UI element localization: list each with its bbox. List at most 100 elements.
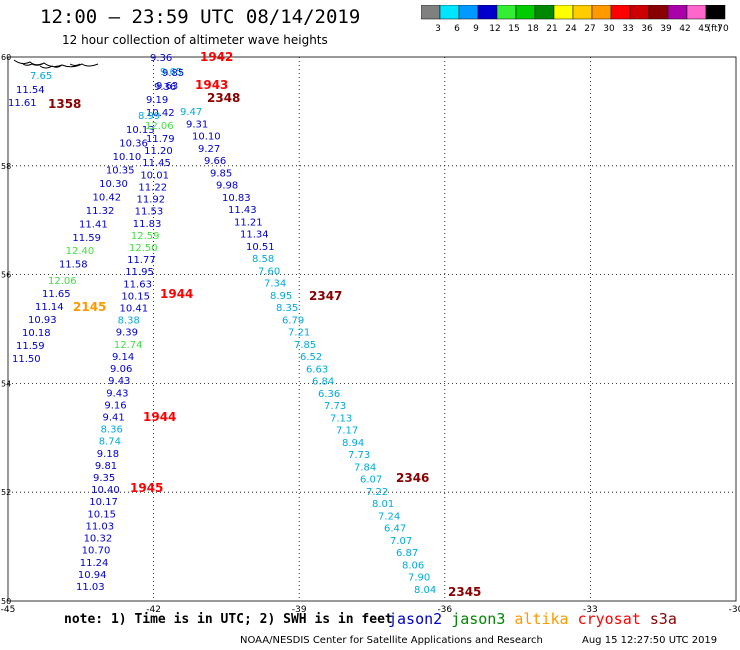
swh-label: 12.59 — [131, 231, 160, 242]
swh-label: 9.31 — [186, 119, 208, 130]
legend-swatch — [705, 5, 726, 20]
swh-label: 10.15 — [87, 509, 116, 520]
lon-tick-label: -42 — [146, 605, 161, 615]
lat-tick-label: 60 — [1, 53, 11, 62]
legend-bin-label: 3 — [435, 24, 441, 34]
lat-tick-label: 56 — [1, 271, 11, 280]
legend-bin-label: 45 — [698, 24, 709, 34]
legend-bin-label: 33 — [622, 24, 633, 34]
swh-label: 7.85 — [294, 340, 316, 351]
swh-label: 8.95 — [270, 291, 292, 302]
swh-label: 10.01 — [140, 170, 169, 181]
swh-label: 11.59 — [16, 341, 45, 352]
swh-label: 11.24 — [80, 558, 109, 569]
lat-tick-label: 54 — [1, 379, 11, 388]
pass-time-label: 1945 — [130, 481, 163, 495]
credit-line: NOAA/NESDIS Center for Satellite Applica… — [240, 635, 543, 646]
swh-label: 6.52 — [300, 352, 322, 363]
swh-label: 11.22 — [138, 182, 167, 193]
map-frame — [7, 56, 737, 602]
swh-label: 9.36 — [154, 82, 176, 93]
swh-label: 11.03 — [76, 582, 105, 593]
swh-label: 11.54 — [16, 85, 45, 96]
swh-label: 7.24 — [378, 511, 400, 522]
swh-label: 11.41 — [79, 219, 108, 230]
swh-label: 10.17 — [89, 497, 118, 508]
swh-label: 6.47 — [384, 524, 406, 535]
pass-time-label: 1942 — [200, 50, 233, 64]
legend-bin-label: 6 — [454, 24, 460, 34]
swh-label: 11.95 — [125, 267, 154, 278]
swh-label: 11.20 — [144, 146, 173, 157]
swh-label: 10.51 — [246, 242, 275, 253]
swh-label: 7.21 — [288, 328, 310, 339]
lat-tick-label: 52 — [1, 488, 11, 497]
mission-label: s3a — [649, 610, 677, 628]
swh-label: 12.50 — [129, 243, 158, 254]
swh-label: 11.32 — [86, 206, 115, 217]
swh-label: 9.19 — [146, 95, 168, 106]
swh-label: 8.01 — [372, 499, 394, 510]
color-scale-legend: 3 6 9 12 15 18 21 24 27 30 33 36 39 42 45 70(ft) — [421, 5, 729, 34]
lon-tick-label: -30 — [729, 605, 740, 615]
swh-label: 6.84 — [312, 377, 334, 388]
swh-label: 12.06 — [145, 121, 174, 132]
mission-label: altika — [514, 610, 569, 628]
swh-label: 9.81 — [95, 461, 117, 472]
swh-label: 10.30 — [99, 179, 128, 190]
swh-label: 10.83 — [222, 193, 251, 204]
swh-label: 11.63 — [123, 279, 152, 290]
mission-label: jason2 — [388, 610, 443, 628]
legend-unit: (ft) — [707, 24, 721, 34]
mission-legend: jason2 jason3 altika cryosat s3a — [388, 610, 686, 628]
swh-label: 9.14 — [112, 352, 134, 363]
swh-label: 8.06 — [402, 560, 424, 571]
legend-bin-label: 36 — [641, 24, 653, 34]
swh-label: 7.22 — [366, 487, 388, 498]
swh-label: 7.13 — [330, 413, 352, 424]
legend-bin-label: 70 — [717, 24, 729, 34]
pass-time-label: 2145 — [73, 300, 106, 314]
swh-label: 11.03 — [85, 521, 114, 532]
swh-label: 9.39 — [116, 328, 138, 339]
swh-label: 11.43 — [228, 205, 257, 216]
swh-label: 6.36 — [318, 389, 340, 400]
swh-label: 9.06 — [110, 364, 132, 375]
swh-label: 8.99 — [138, 111, 160, 122]
swh-label: 10.10 — [113, 152, 142, 163]
pass-time-label: 1944 — [143, 410, 176, 424]
swh-label: 12.06 — [48, 276, 77, 287]
swh-label: 8.04 — [414, 585, 436, 596]
swh-label: 10.32 — [84, 534, 113, 545]
swh-label: 7.65 — [30, 71, 52, 82]
swh-label: 9.36 — [150, 53, 172, 64]
swh-label: 8.74 — [99, 437, 121, 448]
swh-label: 12.40 — [66, 246, 95, 257]
swh-label: 10.18 — [22, 328, 51, 339]
swh-label: 11.14 — [35, 302, 64, 313]
legend-bin-label: 9 — [473, 24, 479, 34]
swh-label: 11.92 — [137, 195, 166, 206]
swh-label: 7.34 — [264, 279, 286, 290]
swh-label: 6.79 — [282, 315, 304, 326]
lat-tick-label: 58 — [1, 162, 11, 171]
swh-label: 6.63 — [306, 364, 328, 375]
swh-label: 10.13 — [126, 125, 155, 136]
swh-label: 11.53 — [135, 207, 164, 218]
swh-label: 11.77 — [127, 255, 156, 266]
swh-label: 8.94 — [342, 438, 364, 449]
swh-label: 10.42 — [92, 192, 121, 203]
pass-time-label: 1944 — [160, 287, 193, 301]
swh-label: 7.07 — [390, 536, 412, 547]
legend-bin-label: 42 — [679, 24, 690, 34]
swh-label: 7.60 — [258, 266, 280, 277]
page-title: 12:00 – 23:59 UTC 08/14/2019 — [40, 6, 361, 28]
swh-label: 9.85 — [210, 168, 232, 179]
swh-label: 9.41 — [102, 412, 124, 423]
footer-note: note: 1) Time is in UTC; 2) SWH is in fe… — [64, 612, 393, 627]
swh-label: 11.79 — [146, 134, 175, 145]
swh-label: 10.93 — [28, 315, 57, 326]
page-subtitle: 12 hour collection of altimeter wave hei… — [62, 33, 328, 47]
coastline-icon — [13, 59, 99, 69]
swh-label: 11.61 — [8, 98, 37, 109]
